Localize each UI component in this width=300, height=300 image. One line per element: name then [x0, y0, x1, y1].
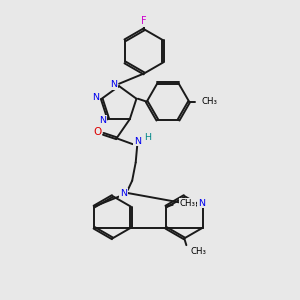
Text: CH₃: CH₃	[191, 247, 207, 256]
Text: N: N	[120, 188, 127, 197]
Text: H: H	[145, 133, 152, 142]
Text: CH₃: CH₃	[202, 97, 218, 106]
Text: F: F	[141, 16, 147, 26]
Text: CH₃: CH₃	[180, 199, 196, 208]
Text: N: N	[92, 93, 99, 102]
Text: N: N	[110, 80, 117, 89]
Text: N: N	[134, 137, 141, 146]
Text: O: O	[93, 128, 101, 137]
Text: N: N	[198, 199, 205, 208]
Text: N: N	[100, 116, 106, 125]
